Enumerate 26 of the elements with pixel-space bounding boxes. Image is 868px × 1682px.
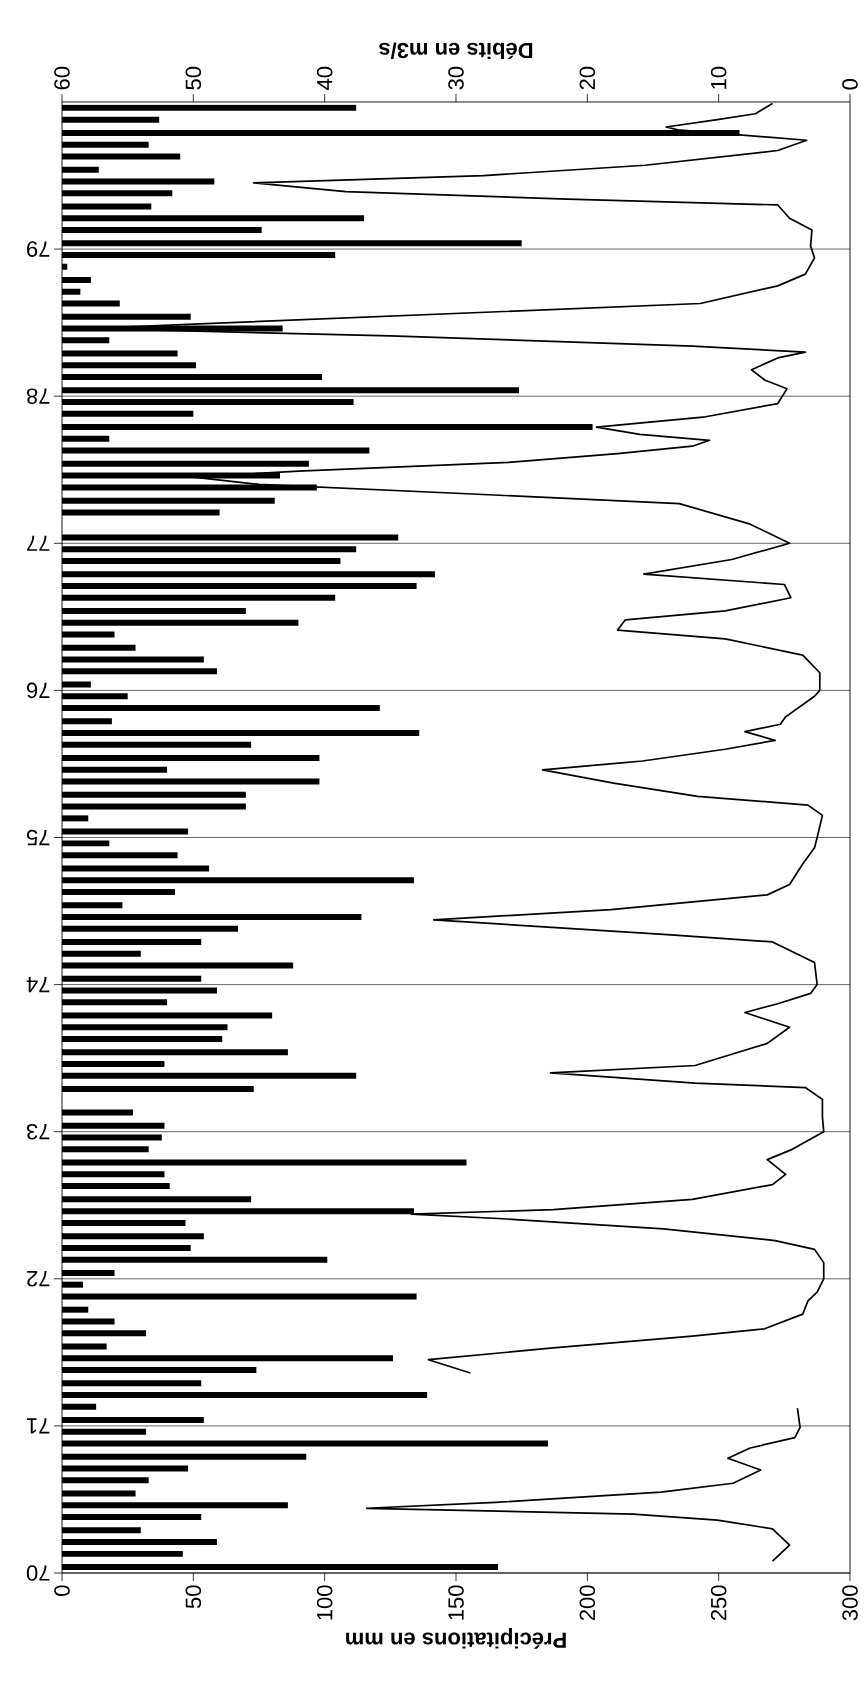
x-tick-label: 0 bbox=[54, 1585, 70, 1596]
x-axis-title: Précipitations en mm bbox=[346, 1628, 566, 1649]
x2-tick-label: 0 bbox=[842, 79, 858, 90]
y-tick-label: 76 bbox=[26, 682, 50, 699]
x2-axis-title: Débits en m3/s bbox=[379, 42, 533, 60]
x2-tick-label: 30 bbox=[448, 66, 464, 90]
y-tick-label: 70 bbox=[26, 1565, 50, 1581]
x-tick-label: 300 bbox=[842, 1585, 858, 1621]
x-tick-label: 250 bbox=[710, 1585, 727, 1621]
x2-tick-label: 10 bbox=[710, 66, 727, 89]
x2-tick-label: 60 bbox=[54, 66, 70, 90]
x2-tick-label: 50 bbox=[185, 66, 202, 90]
x-tick-label: 100 bbox=[316, 1585, 333, 1620]
x2-tick-label: 40 bbox=[316, 66, 333, 90]
y-tick-label: 75 bbox=[26, 829, 50, 846]
x2-tick-label: 20 bbox=[579, 66, 596, 90]
y-tick-label: 73 bbox=[26, 1123, 50, 1140]
y-tick-label: 79 bbox=[27, 241, 50, 257]
y-tick-label: 71 bbox=[27, 1418, 50, 1434]
x-tick-label: 50 bbox=[185, 1585, 202, 1609]
y-tick-label: 74 bbox=[26, 977, 50, 993]
y-tick-label: 78 bbox=[26, 388, 50, 404]
x-tick-label: 200 bbox=[579, 1585, 596, 1621]
y-tick-label: 77 bbox=[27, 535, 50, 551]
x-tick-label: 150 bbox=[448, 1585, 464, 1620]
y-tick-label: 72 bbox=[27, 1271, 50, 1287]
